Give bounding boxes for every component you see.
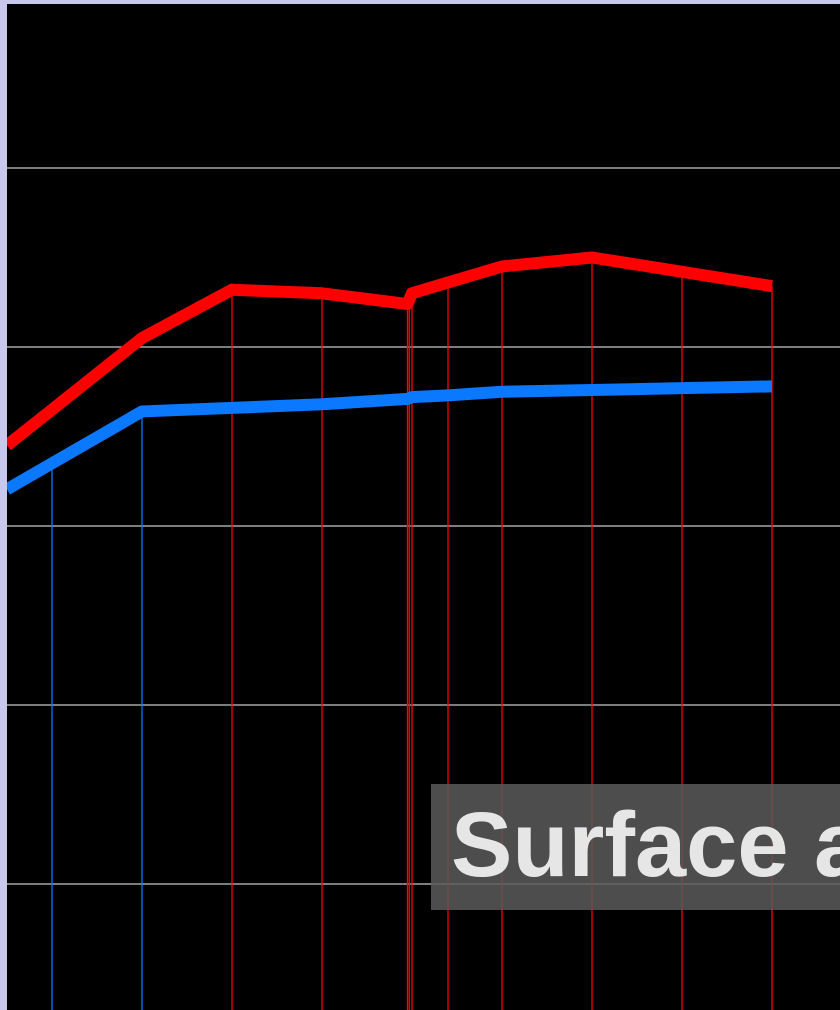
caption-text: Surface a (451, 794, 840, 896)
series-line-1 (7, 251, 773, 451)
series-line-2 (7, 380, 773, 495)
caption-banner: Surface a (431, 784, 840, 910)
plot-area (7, 4, 840, 1010)
